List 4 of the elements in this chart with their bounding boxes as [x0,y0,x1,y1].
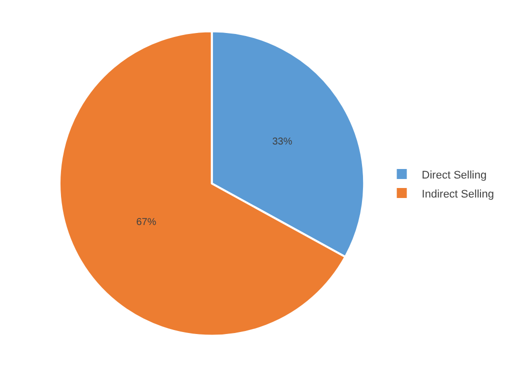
legend-label: Indirect Selling [422,188,494,200]
data-label: 33% [272,136,292,148]
data-label: 67% [136,216,156,228]
legend-label: Direct Selling [422,169,487,182]
